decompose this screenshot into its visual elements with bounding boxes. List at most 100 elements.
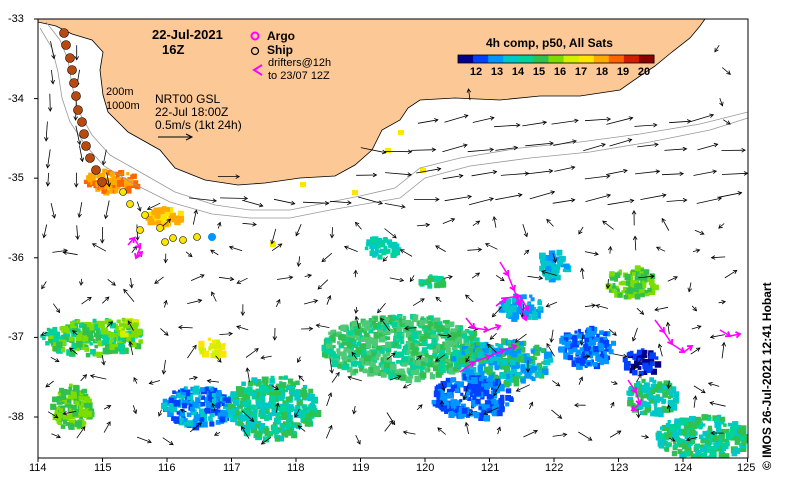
sst-pixel <box>600 361 604 366</box>
sst-pixel <box>478 379 483 384</box>
current-vector-head <box>50 79 55 85</box>
sst-pixel <box>383 365 391 373</box>
sst-pixel <box>504 299 510 304</box>
current-vector <box>49 93 51 112</box>
sst-pixel <box>686 426 691 430</box>
sst-pixel <box>67 393 75 401</box>
sst-pixel <box>489 344 494 350</box>
sst-pixel <box>719 419 725 425</box>
current-vector <box>69 347 78 355</box>
sst-pixel <box>87 330 94 337</box>
current-vector-head <box>396 375 402 380</box>
current-vector-head <box>513 145 519 151</box>
sst-pixel <box>579 339 583 344</box>
current-vector <box>275 299 281 307</box>
sst-pixel <box>450 332 457 339</box>
sst-pixel <box>288 425 293 429</box>
x-tick-label: 115 <box>94 462 112 474</box>
current-vector <box>45 121 48 141</box>
sst-pixel <box>306 406 310 411</box>
sst-pixel <box>462 370 466 374</box>
current-vector-head <box>327 392 333 397</box>
sst-pixel <box>673 441 677 445</box>
sst-pixel <box>76 391 83 398</box>
drifter-chevron <box>686 345 694 351</box>
sst-pixel <box>495 361 502 368</box>
sst-pixel <box>500 363 507 370</box>
current-vector-head <box>591 303 597 308</box>
sst-pixel <box>285 426 290 430</box>
sst-pixel <box>353 368 359 374</box>
sst-pixel <box>388 341 395 349</box>
current-vector <box>438 334 451 337</box>
current-vector <box>718 301 726 304</box>
current-vector <box>79 145 83 162</box>
sst-pixel <box>737 428 743 435</box>
sst-pixel <box>130 323 138 331</box>
sst-pixel <box>457 345 461 349</box>
current-vector <box>41 331 48 336</box>
current-vector-head <box>692 306 698 312</box>
sst-pixel <box>537 300 542 306</box>
current-vector-head <box>548 168 554 174</box>
current-vector <box>610 402 615 409</box>
current-vector-head <box>329 369 334 374</box>
sst-pixel <box>659 433 666 440</box>
sst-pixel <box>117 334 124 341</box>
current-vector-head <box>514 338 520 343</box>
sst-pixel <box>119 348 125 355</box>
current-vector <box>609 430 622 438</box>
drifter-chevron <box>494 323 502 331</box>
sst-pixel <box>214 352 222 359</box>
current-vector <box>178 326 193 329</box>
current-vector-head <box>391 352 396 358</box>
current-vector <box>41 281 47 289</box>
sst-pixel <box>584 340 588 345</box>
sst-pixel <box>276 390 281 395</box>
sst-pixel <box>540 260 547 267</box>
sst-pixel <box>214 408 219 413</box>
sst-pixel <box>56 412 63 418</box>
drifter-chevron <box>468 322 476 330</box>
sst-pixel <box>293 430 297 435</box>
sst-pixel <box>60 424 66 429</box>
sst-pixel <box>124 186 132 194</box>
sst-pixel <box>648 358 655 364</box>
current-vector <box>101 226 104 243</box>
sst-pixel <box>382 353 388 359</box>
sst-pixel <box>279 423 284 428</box>
sst-pixel <box>266 384 272 390</box>
sst-pixel <box>545 265 552 273</box>
sst-pixel <box>489 365 493 370</box>
drifter-chevron <box>523 304 530 312</box>
current-vector-head <box>402 384 408 389</box>
current-vector-head <box>277 243 283 248</box>
x-tick-label: 118 <box>287 462 305 474</box>
sst-pixel <box>695 450 702 457</box>
sst-pixel <box>541 368 549 376</box>
sst-pixel <box>254 424 260 429</box>
current-vector-head <box>602 220 607 225</box>
sst-pixel <box>550 256 555 260</box>
sst-pixel <box>640 354 645 359</box>
sst-pixel <box>471 383 479 391</box>
current-vector-head <box>335 371 340 377</box>
sst-pixel <box>411 331 419 338</box>
sst-pixel <box>376 238 383 245</box>
sst-pixel <box>445 377 451 383</box>
sst-pixel <box>464 369 469 374</box>
sst-pixel <box>402 356 409 363</box>
sst-pixel <box>582 351 587 355</box>
sst-pixel <box>204 386 209 391</box>
sst-pixel <box>258 423 265 430</box>
current-vector <box>160 328 169 336</box>
current-vector-head <box>483 410 489 415</box>
sst-pixel <box>278 376 283 380</box>
current-vector-head <box>587 436 593 441</box>
current-vector <box>697 143 718 151</box>
sst-pixel <box>520 364 526 370</box>
current-vector-head <box>101 160 107 166</box>
sst-pixel <box>362 368 368 374</box>
sst-pixel <box>724 444 729 450</box>
current-vector-head <box>106 182 111 188</box>
